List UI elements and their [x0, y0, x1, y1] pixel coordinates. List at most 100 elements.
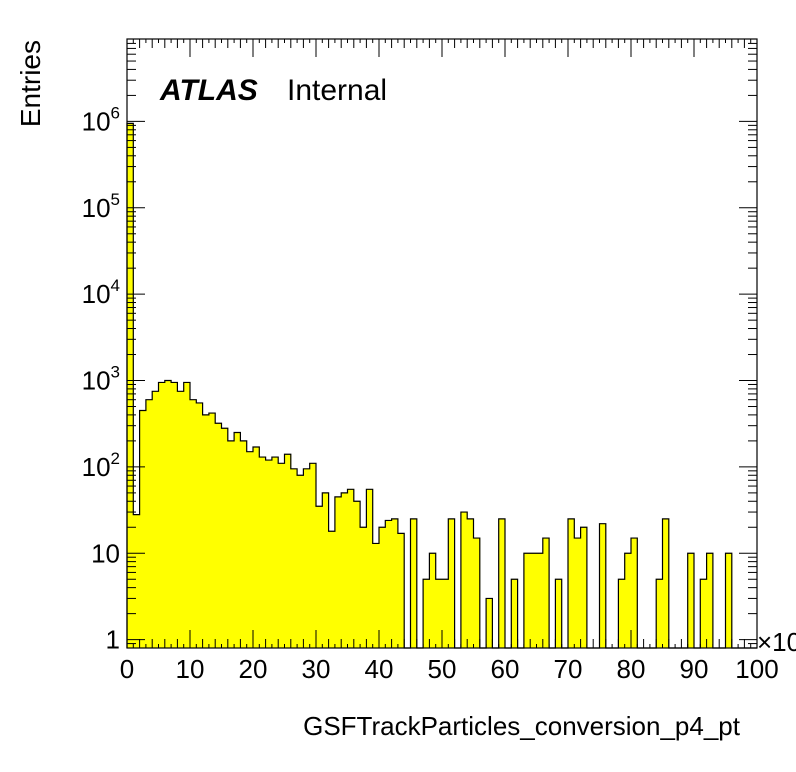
histogram-bar	[164, 380, 172, 648]
histogram-bar	[271, 457, 279, 648]
histogram-bar	[473, 538, 481, 648]
histogram-bar	[127, 123, 134, 648]
histogram-bar	[530, 553, 537, 648]
histogram-bar	[429, 553, 437, 648]
y-tick-label-exponent: 2	[111, 449, 120, 468]
histogram-bar	[435, 579, 443, 648]
y-tick-label-base: 10	[91, 538, 120, 568]
histogram-bar	[316, 506, 323, 648]
histogram-bar	[631, 538, 638, 648]
histogram-bar	[574, 538, 581, 648]
histogram-bar	[555, 579, 563, 648]
histogram-bar	[341, 492, 348, 648]
x-tick-label: 40	[365, 654, 394, 684]
y-tick-label: 1	[106, 625, 120, 655]
y-tick-label: 103	[82, 363, 120, 396]
histogram-bar	[442, 579, 449, 648]
histogram-bar	[687, 553, 695, 648]
histogram-bar	[542, 538, 550, 648]
histogram-bar	[196, 402, 203, 648]
x-tick-label: 20	[239, 654, 268, 684]
histogram-bars	[127, 123, 733, 648]
histogram-bar	[725, 553, 733, 648]
atlas-label: ATLAS	[159, 74, 258, 107]
x-tick-label: 60	[491, 654, 520, 684]
histogram-bar	[309, 463, 317, 648]
histogram-bar	[379, 527, 386, 648]
histogram-bar	[202, 414, 210, 648]
histogram-bar	[523, 553, 531, 648]
histogram-bar	[240, 440, 248, 648]
y-tick-label-exponent: 5	[111, 190, 120, 209]
y-tick-label: 102	[82, 449, 120, 482]
histogram-bar	[662, 518, 670, 648]
x-axis-title: GSFTrackParticles_conversion_p4_pt	[303, 711, 741, 741]
histogram-bar	[706, 553, 714, 648]
histogram-bar	[372, 543, 380, 648]
histogram-bar	[322, 492, 329, 648]
y-tick-label-exponent: 3	[111, 363, 120, 382]
x-axis-multiplier: ×103	[757, 624, 796, 657]
histogram-bar	[366, 489, 374, 648]
histogram-bar	[190, 399, 197, 648]
histogram-bar	[656, 579, 663, 648]
y-tick-label-base: 10	[82, 106, 111, 136]
histogram-bar	[448, 518, 455, 648]
histogram-bar	[397, 533, 405, 648]
histogram-bar	[328, 531, 336, 648]
x-tick-label: 90	[680, 654, 709, 684]
histogram-bar	[303, 468, 311, 648]
y-tick-label: 106	[82, 103, 120, 136]
histogram-bar	[183, 382, 191, 648]
histogram-bar	[511, 579, 518, 648]
histogram-bar	[599, 523, 607, 648]
histogram-bar	[498, 518, 506, 648]
histogram-bar	[221, 428, 229, 648]
histogram-bar	[139, 410, 147, 648]
histogram-bar	[618, 579, 626, 648]
histogram-bar	[278, 463, 285, 648]
histogram-bar	[391, 518, 399, 648]
histogram-bar	[353, 501, 361, 648]
y-tick-label-exponent: 4	[111, 276, 120, 295]
x-tick-label: 30	[302, 654, 331, 684]
x-tick-label: 100	[735, 654, 778, 684]
y-tick-label-base: 10	[82, 366, 111, 396]
histogram-bar	[536, 553, 544, 648]
y-tick-label-exponent: 6	[111, 103, 120, 122]
axis-ticks	[126, 38, 758, 649]
x-tick-label: 50	[428, 654, 457, 684]
y-axis-title: Entries	[15, 40, 46, 127]
histogram-bar	[171, 382, 178, 648]
x-axis-multiplier-base: ×10	[757, 627, 796, 657]
histogram-bar	[568, 518, 575, 648]
y-tick-label: 105	[82, 190, 120, 223]
histogram-bar	[133, 514, 140, 648]
y-tick-label-base: 10	[82, 452, 111, 482]
y-tick-label-base: 10	[82, 279, 111, 309]
histogram-bar	[177, 391, 185, 648]
histogram-bar	[145, 399, 153, 648]
histogram-bar	[360, 527, 367, 648]
histogram-bar	[234, 432, 241, 648]
x-tick-label: 80	[617, 654, 646, 684]
histogram-bar	[580, 527, 588, 648]
histogram-bar	[265, 460, 273, 648]
histogram-bar	[410, 518, 418, 648]
histogram-bar	[334, 496, 342, 648]
y-tick-label: 104	[82, 276, 120, 309]
histogram-bar	[290, 468, 298, 648]
histogram-bar	[347, 489, 355, 648]
histogram-bar	[284, 454, 292, 648]
histogram-bar	[215, 423, 222, 648]
histogram-bar	[297, 475, 304, 648]
histogram-bar	[467, 518, 474, 648]
histogram-bar	[152, 391, 159, 648]
histogram-bar	[460, 512, 468, 648]
x-tick-label: 10	[176, 654, 205, 684]
histogram-bar	[246, 451, 254, 648]
histogram-bar	[158, 382, 166, 648]
histogram-bar	[486, 598, 493, 648]
